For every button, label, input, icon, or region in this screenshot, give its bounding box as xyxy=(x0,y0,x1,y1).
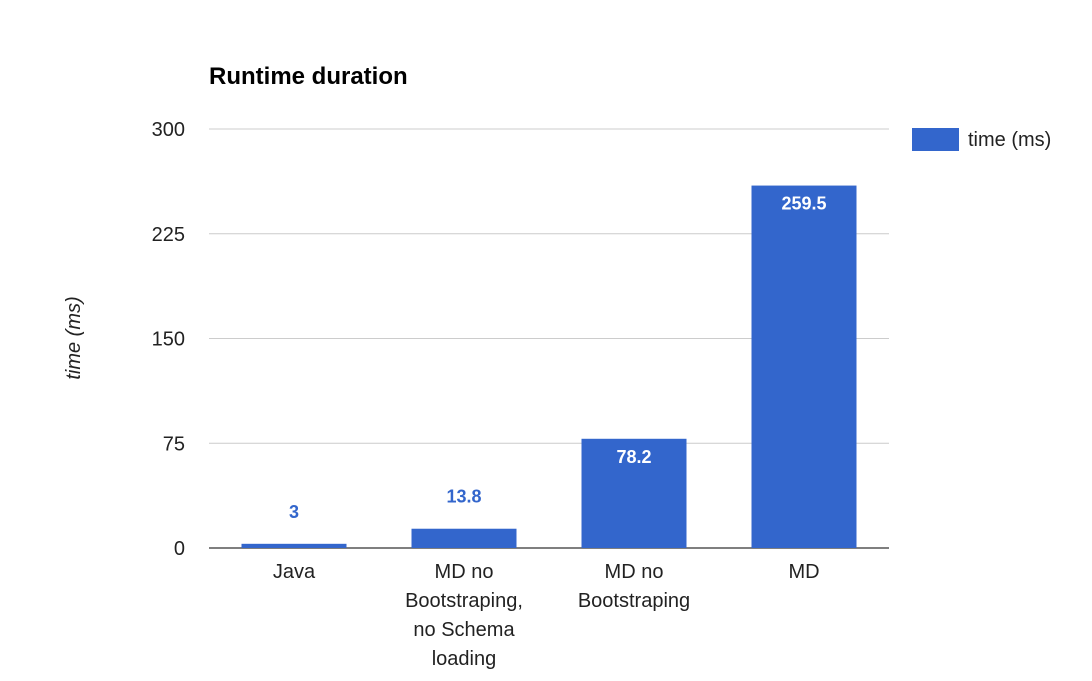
y-tick-label: 225 xyxy=(152,224,185,246)
data-label: 259.5 xyxy=(781,194,826,214)
bar xyxy=(411,528,517,548)
data-labels: 3 13.8 78.2 259.5 xyxy=(289,194,827,522)
chart-title: Runtime duration xyxy=(209,63,408,90)
bar xyxy=(751,185,857,548)
x-tick-label: MD no Bootstraping, no Schema loading xyxy=(405,561,523,670)
y-tick-label: 75 xyxy=(163,433,185,455)
bar xyxy=(241,543,347,548)
data-label: 13.8 xyxy=(446,487,481,507)
bar xyxy=(581,438,687,548)
x-tick-label: Java xyxy=(273,561,316,583)
legend-label: time (ms) xyxy=(968,129,1051,151)
y-axis-label: time (ms) xyxy=(63,296,85,379)
legend-swatch xyxy=(912,128,959,151)
data-label: 3 xyxy=(289,502,299,522)
y-tick-label: 300 xyxy=(152,119,185,141)
y-tick-label: 150 xyxy=(152,329,185,351)
x-tick-label: MD no Bootstraping xyxy=(578,561,690,612)
legend: time (ms) xyxy=(912,128,1051,151)
data-label: 78.2 xyxy=(616,447,651,467)
category-labels: Java MD no Bootstraping, no Schema loading MD… xyxy=(273,561,820,670)
x-tick-label: MD xyxy=(788,561,819,583)
bars xyxy=(241,185,857,548)
y-tick-label: 0 xyxy=(174,538,185,560)
